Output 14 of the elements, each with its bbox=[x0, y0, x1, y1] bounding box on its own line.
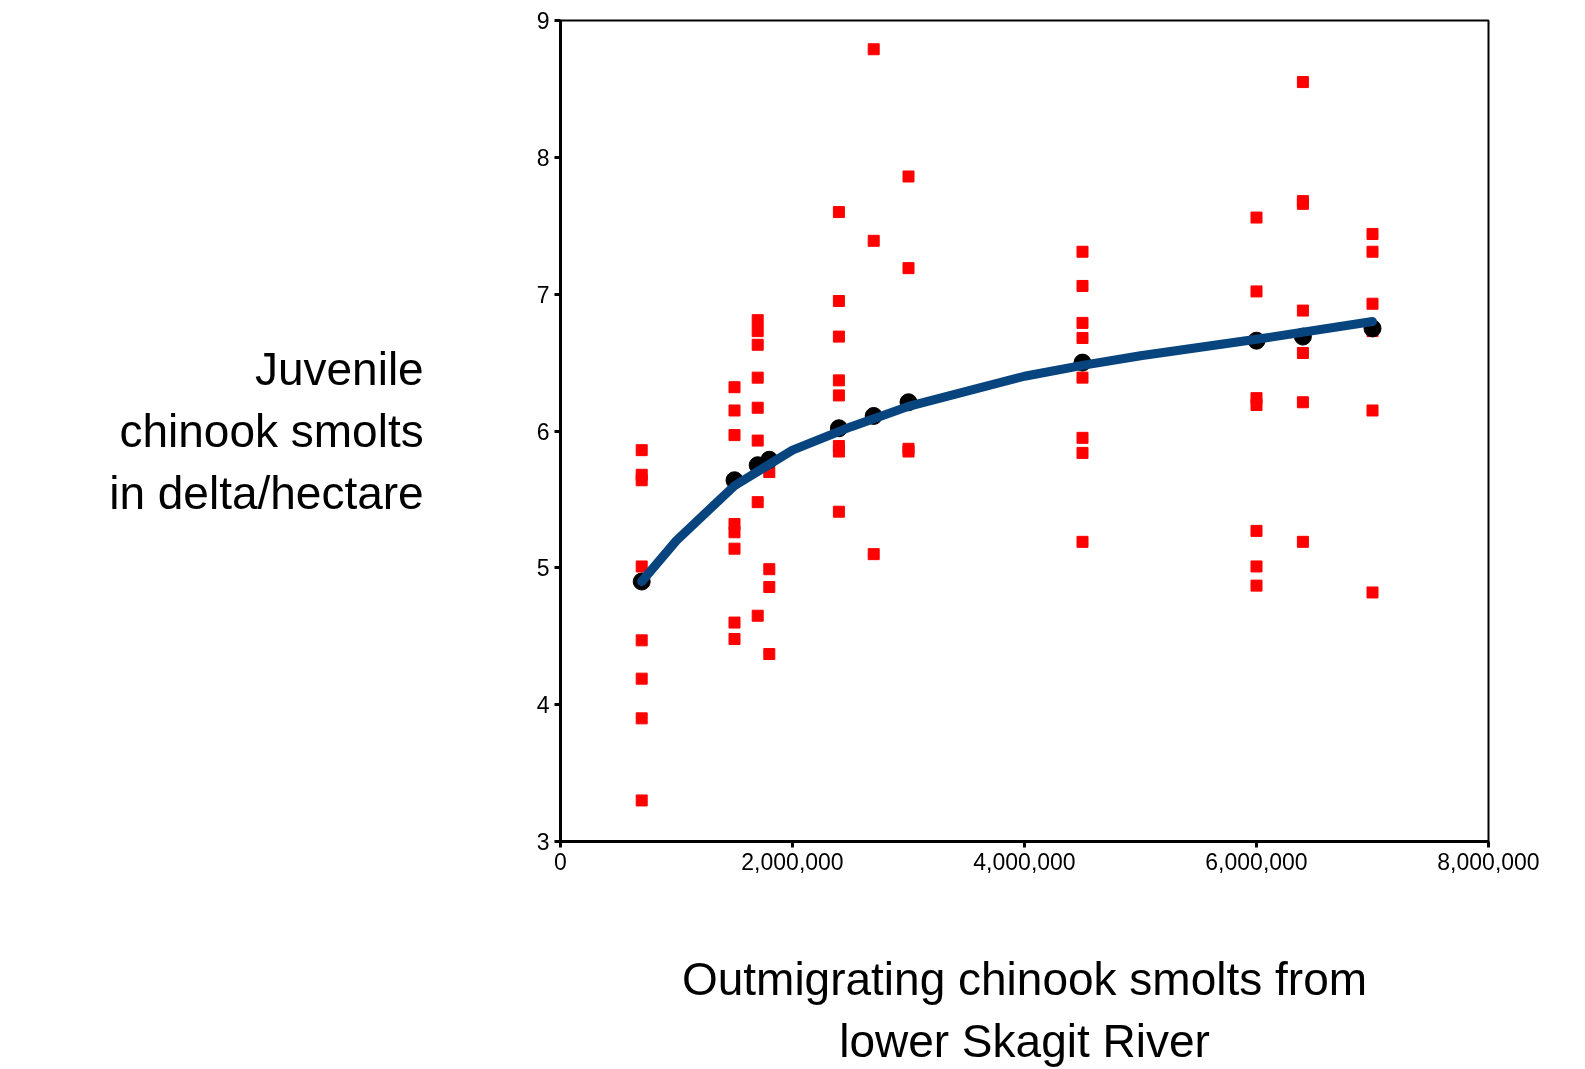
x-axis-title: Outmigrating chinook smolts from lower Skagit River bbox=[681, 952, 1368, 1067]
y-tick-label: 3 bbox=[536, 829, 550, 855]
x-tick-label: 2,000,000 bbox=[741, 848, 844, 875]
x-tick-label: 4,000,000 bbox=[973, 848, 1076, 875]
x-tick-label: 8,000,000 bbox=[1437, 848, 1540, 875]
y-tick-label: 4 bbox=[536, 692, 550, 719]
x-tick-label: 6,000,000 bbox=[1205, 848, 1308, 875]
y-tick-label: 9 bbox=[536, 8, 550, 34]
y-tick-label: 7 bbox=[536, 281, 550, 308]
x-tick-label: 0 bbox=[554, 848, 567, 875]
y-tick-label: 6 bbox=[536, 418, 550, 445]
y-tick-label: 5 bbox=[536, 555, 550, 582]
y-axis-title: Juvenile chinook smolts in delta/hectare bbox=[109, 342, 424, 520]
y-tick-label: 8 bbox=[536, 144, 550, 171]
